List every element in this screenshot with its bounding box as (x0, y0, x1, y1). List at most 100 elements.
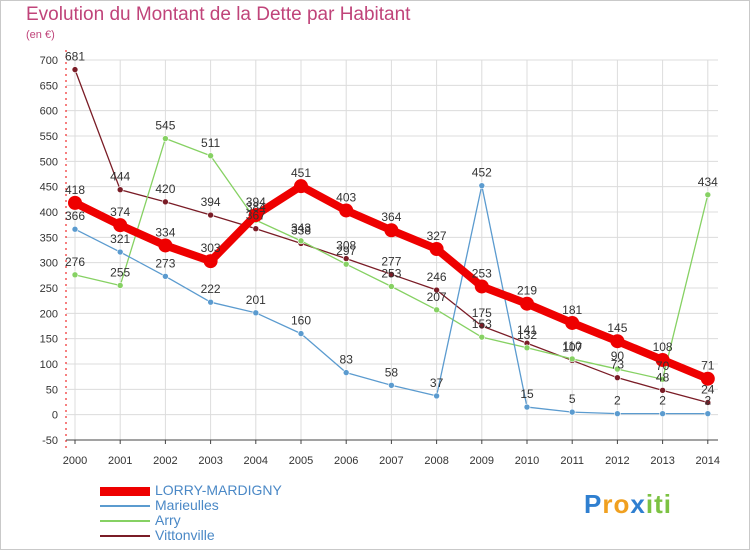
data-label-vittonville: 444 (110, 170, 130, 184)
data-point-lorry-mardigny (520, 296, 534, 311)
data-point-marieulles (614, 410, 621, 417)
chart-title: Evolution du Montant de la Dette par Hab… (26, 4, 411, 25)
data-point-marieulles (478, 182, 486, 189)
data-point-marieulles (388, 381, 395, 389)
data-label-arry: 90 (611, 349, 625, 363)
data-label-marieulles: 15 (520, 387, 534, 401)
data-label-arry: 153 (472, 317, 492, 331)
data-point-arry (659, 375, 666, 383)
data-point-arry (478, 333, 486, 341)
data-label-arry: 384 (246, 200, 266, 214)
legend: LORRY-MARDIGNY Marieulles Arry Vittonvil… (100, 482, 360, 544)
legend-label-arry: Arry (155, 512, 181, 528)
data-label-vittonville: 141 (517, 323, 537, 337)
y-tick-label: 400 (40, 207, 58, 219)
legend-swatch-lorry-mardigny (100, 487, 150, 496)
legend-label-marieulles: Marieulles (155, 497, 219, 513)
x-tick-label: 2003 (198, 455, 222, 467)
data-point-arry (116, 282, 124, 289)
data-label-marieulles: 321 (110, 232, 130, 246)
data-point-lorry-mardigny (474, 279, 489, 294)
x-tick-label: 2011 (560, 455, 584, 467)
x-tick-label: 2007 (379, 455, 403, 467)
data-point-marieulles (252, 309, 260, 317)
x-tick-label: 2004 (244, 455, 268, 467)
data-label-arry: 511 (201, 136, 220, 150)
x-tick-label: 2010 (515, 455, 539, 467)
y-tick-label: 700 (40, 55, 58, 67)
data-label-vittonville: 338 (291, 223, 311, 237)
logo-letter: t (654, 489, 664, 519)
y-tick-label: 200 (40, 308, 58, 320)
data-label-lorry-mardigny: 71 (701, 359, 715, 373)
data-label-lorry-mardigny: 108 (653, 340, 673, 354)
y-tick-label: 600 (40, 106, 58, 118)
data-label-vittonville: 308 (336, 239, 356, 253)
y-tick-label: 250 (40, 283, 58, 295)
y-tick-label: 50 (46, 384, 58, 396)
data-point-vittonville (433, 286, 440, 294)
legend-item-arry[interactable]: Arry (100, 512, 360, 529)
proxiti-logo: Proxiti (584, 489, 672, 520)
logo-letter: i (645, 489, 655, 519)
data-point-lorry-mardigny (610, 334, 625, 349)
x-tick-label: 2001 (108, 455, 132, 467)
data-point-arry (71, 271, 79, 279)
data-label-lorry-mardigny: 394 (246, 195, 266, 209)
data-point-lorry-mardigny (384, 223, 399, 238)
chart-subtitle: (en €) (26, 29, 55, 41)
data-point-lorry-mardigny (248, 208, 263, 223)
data-label-marieulles: 222 (201, 282, 221, 296)
y-tick-label: 450 (40, 182, 58, 194)
data-label-vittonville: 107 (562, 340, 582, 354)
data-point-arry (568, 355, 576, 363)
x-tick-label: 2013 (650, 455, 674, 467)
legend-item-marieulles[interactable]: Marieulles (100, 497, 360, 514)
data-label-lorry-mardigny: 451 (291, 166, 311, 180)
legend-item-vittonville[interactable]: Vittonville (100, 527, 360, 544)
data-point-arry (523, 344, 531, 352)
data-label-vittonville: 48 (656, 370, 670, 384)
data-label-arry: 297 (336, 244, 356, 258)
legend-label-vittonville: Vittonville (155, 527, 215, 543)
legend-swatch-arry (100, 520, 150, 522)
data-point-arry (614, 365, 621, 373)
y-tick-label: 300 (40, 258, 58, 270)
data-label-vittonville: 73 (611, 358, 625, 372)
data-label-lorry-mardigny: 418 (65, 183, 85, 197)
x-tick-label: 2006 (334, 455, 358, 467)
data-label-marieulles: 2 (704, 394, 711, 408)
data-label-marieulles: 37 (430, 376, 444, 390)
data-point-marieulles (71, 225, 79, 233)
data-point-arry (433, 306, 440, 314)
data-point-lorry-mardigny (294, 179, 308, 194)
x-tick-label: 2000 (63, 455, 87, 467)
data-label-vittonville: 420 (155, 182, 175, 196)
y-tick-label: 150 (40, 334, 58, 346)
data-point-marieulles (342, 369, 350, 376)
data-label-lorry-mardigny: 334 (155, 225, 175, 239)
data-label-marieulles: 452 (472, 166, 492, 180)
data-point-vittonville (252, 225, 260, 233)
legend-swatch-vittonville (100, 535, 150, 537)
data-label-lorry-mardigny: 364 (381, 210, 401, 224)
data-point-vittonville (388, 271, 395, 278)
data-label-marieulles: 273 (155, 256, 175, 270)
data-label-vittonville: 277 (381, 254, 401, 268)
data-point-arry (297, 237, 305, 245)
data-label-marieulles: 2 (659, 394, 666, 408)
data-label-arry: 545 (155, 119, 175, 133)
data-point-lorry-mardigny (203, 254, 218, 269)
y-tick-label: 650 (40, 80, 58, 92)
legend-item-lorry-mardigny[interactable]: LORRY-MARDIGNY (100, 482, 360, 499)
data-point-vittonville (162, 198, 169, 206)
data-point-lorry-mardigny (655, 352, 670, 367)
x-tick-label: 2009 (470, 455, 494, 467)
data-label-lorry-mardigny: 403 (336, 190, 356, 204)
data-point-marieulles (659, 410, 666, 417)
logo-letter: r (602, 489, 614, 519)
data-point-arry (162, 135, 169, 142)
x-tick-label: 2008 (424, 455, 448, 467)
